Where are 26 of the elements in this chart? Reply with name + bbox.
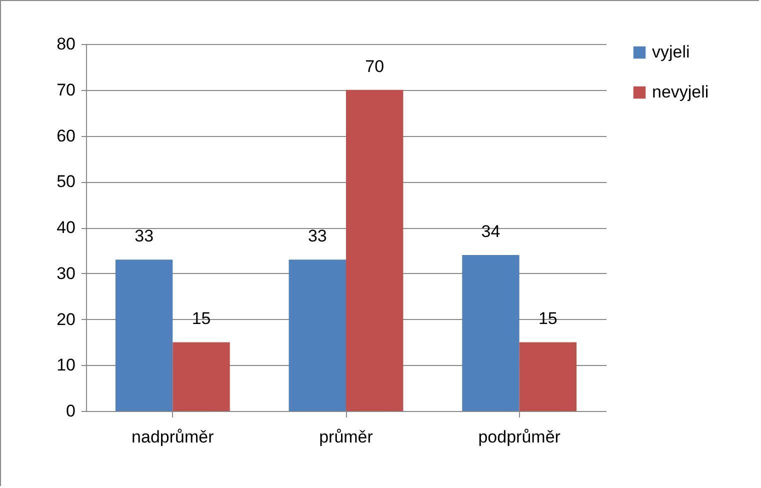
y-tick-label: 80 — [56, 34, 76, 54]
legend-label: nevyjeli — [652, 82, 709, 102]
bar — [172, 342, 230, 411]
data-label: 15 — [192, 309, 211, 328]
y-tick-label: 20 — [56, 310, 76, 329]
x-tick-label: průměr — [319, 428, 374, 446]
legend-label: vyjeli — [652, 42, 690, 62]
x-tick-label: podprůměr — [478, 428, 561, 446]
data-label: 33 — [308, 226, 327, 246]
bar — [519, 342, 577, 411]
data-label: 34 — [481, 222, 500, 242]
x-tick-label: nadprůměr — [132, 428, 214, 446]
data-label: 33 — [134, 226, 154, 246]
data-label: 70 — [365, 56, 384, 76]
bar — [462, 255, 520, 411]
y-tick-label: 40 — [56, 218, 76, 237]
y-tick-label: 10 — [56, 356, 76, 375]
bar — [346, 90, 404, 411]
y-tick-label: 50 — [56, 172, 76, 192]
y-tick-label: 30 — [56, 264, 76, 283]
y-tick-label: 70 — [56, 80, 76, 100]
data-label: 15 — [538, 309, 558, 328]
y-tick-label: 60 — [56, 126, 76, 146]
bar — [288, 260, 346, 411]
y-tick-label: 0 — [66, 402, 76, 420]
bar — [115, 260, 173, 411]
